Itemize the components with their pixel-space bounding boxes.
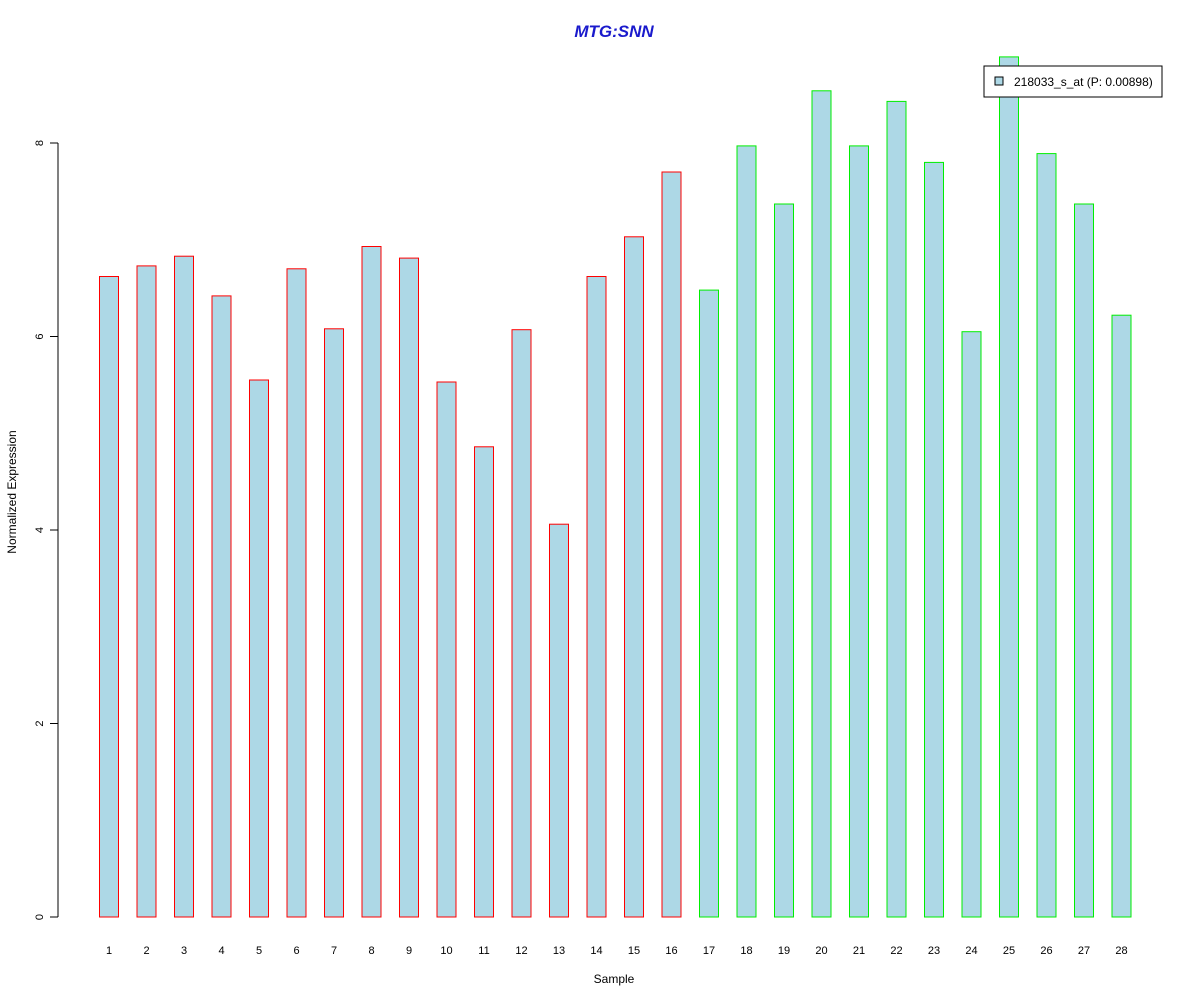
- bar: [924, 161, 944, 918]
- x-tick-label: 11: [478, 945, 489, 957]
- bars-group: [99, 56, 1132, 918]
- x-tick-label: 24: [965, 945, 977, 957]
- x-tick-label: 28: [1115, 945, 1127, 957]
- bar: [249, 379, 269, 918]
- x-tick-label: 6: [293, 945, 299, 957]
- x-tick-label: 9: [406, 945, 412, 957]
- bar: [324, 328, 344, 918]
- x-tick-label: 27: [1078, 945, 1090, 957]
- bar: [849, 145, 869, 918]
- y-tick-label: 4: [34, 527, 46, 533]
- y-tick-label: 0: [34, 914, 46, 920]
- bar: [774, 203, 794, 918]
- bar: [174, 255, 194, 918]
- x-tick-label: 19: [778, 945, 790, 957]
- y-axis-title: Normalized Expression: [5, 430, 19, 553]
- x-tick-label: 20: [815, 945, 827, 957]
- bar: [286, 268, 307, 918]
- x-tick-label: 13: [553, 945, 565, 957]
- x-tick-label: 18: [740, 945, 752, 957]
- bar: [511, 329, 532, 918]
- bar: [211, 295, 232, 918]
- bar: [99, 276, 119, 918]
- x-tick-label: 22: [890, 945, 902, 957]
- y-tick-label: 2: [34, 720, 46, 726]
- x-tick-label: 4: [218, 945, 224, 957]
- x-tick-label: 2: [143, 945, 149, 957]
- bar: [661, 171, 682, 918]
- bar: [624, 236, 644, 918]
- legend-label: 218033_s_at (P: 0.00898): [1014, 75, 1153, 89]
- bar: [999, 56, 1019, 918]
- bar: [1111, 314, 1132, 918]
- bar: [549, 523, 569, 918]
- y-tick-label: 8: [34, 140, 46, 146]
- x-tick-label: 5: [256, 945, 262, 957]
- bar: [361, 246, 382, 918]
- x-tick-label: 26: [1040, 945, 1052, 957]
- x-tick-label: 17: [703, 945, 715, 957]
- bar: [136, 265, 157, 918]
- bar: [586, 276, 607, 918]
- x-axis-title: Sample: [594, 972, 635, 986]
- x-tick-label: 21: [853, 945, 865, 957]
- y-tick-label: 6: [34, 333, 46, 339]
- bar: [399, 257, 419, 918]
- x-tick-label: 16: [665, 945, 677, 957]
- chart-title: MTG:SNN: [574, 22, 654, 41]
- bar: [699, 289, 719, 918]
- x-tick-label: 15: [628, 945, 640, 957]
- bar: [961, 331, 982, 918]
- x-tick-label: 23: [928, 945, 940, 957]
- bar: [736, 145, 757, 918]
- legend: 218033_s_at (P: 0.00898): [983, 65, 1163, 98]
- bar: [474, 446, 494, 918]
- bar: [436, 381, 457, 918]
- bar: [811, 90, 832, 918]
- bar: [1036, 153, 1057, 918]
- x-tick-label: 10: [440, 945, 452, 957]
- x-tick-label: 7: [331, 945, 337, 957]
- x-tick-label: 1: [106, 945, 112, 957]
- x-tick-label: 12: [515, 945, 527, 957]
- x-tick-label: 25: [1003, 945, 1015, 957]
- legend-swatch: [994, 76, 1004, 86]
- legend-box: [983, 65, 1163, 98]
- x-tick-labels: 1 2 3 4 5 6 7 8 9 10 11 12 13 14 15 16 17 18 19 20 21 22 23 24 2…: [106, 945, 1128, 957]
- bar: [886, 100, 907, 918]
- x-tick-label: 14: [590, 945, 602, 957]
- x-tick-label: 8: [368, 945, 374, 957]
- y-axis: 0 2 4 6 8: [34, 140, 59, 920]
- bar: [1074, 203, 1094, 918]
- x-tick-label: 3: [181, 945, 187, 957]
